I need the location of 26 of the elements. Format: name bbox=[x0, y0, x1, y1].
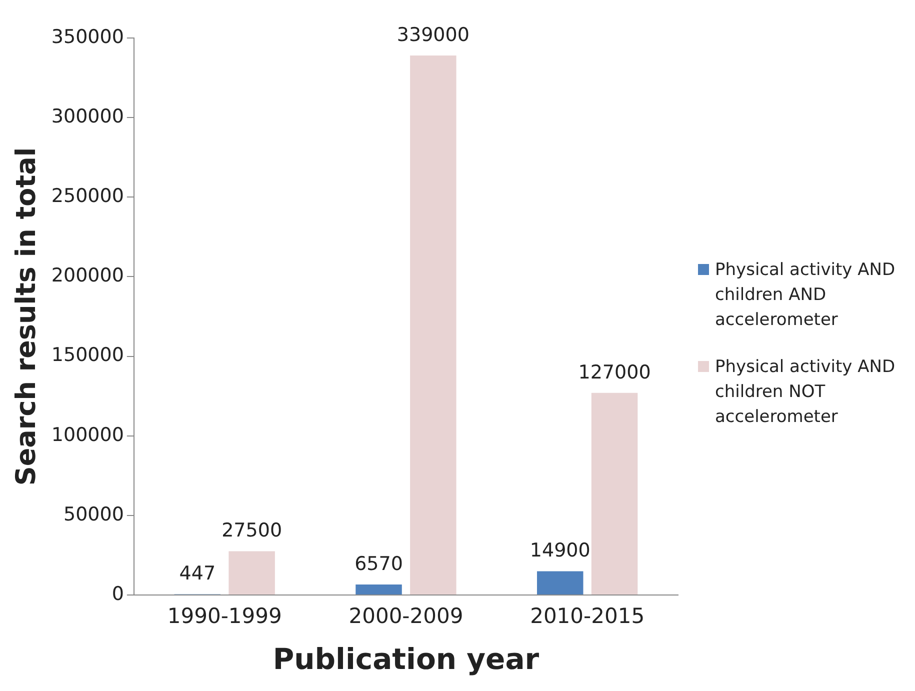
data-label: 14900 bbox=[530, 540, 590, 562]
legend-label: Physical activity AND children AND accelerometer bbox=[715, 259, 896, 332]
data-label: 447 bbox=[179, 562, 216, 585]
y-tick-label: 0 bbox=[112, 582, 124, 605]
y-tick-label: 250000 bbox=[51, 185, 124, 208]
data-label: 27500 bbox=[222, 520, 282, 542]
y-tick-label: 50000 bbox=[63, 503, 124, 526]
legend-label: Physical activity AND children NOT accelerometer bbox=[715, 356, 896, 429]
y-axis-title: Search results in total bbox=[11, 147, 42, 486]
x-tick-label: 2000-2009 bbox=[348, 604, 464, 628]
y-tick-label: 300000 bbox=[51, 106, 124, 128]
bar bbox=[410, 56, 456, 594]
y-tick-label: 350000 bbox=[51, 26, 124, 48]
data-label: 339000 bbox=[396, 24, 470, 46]
bar bbox=[356, 584, 402, 594]
data-label: 127000 bbox=[578, 361, 651, 384]
y-tick-label: 100000 bbox=[51, 424, 124, 446]
bar bbox=[536, 571, 584, 594]
bar bbox=[591, 392, 638, 594]
x-tick-label: 1990-1999 bbox=[167, 604, 282, 628]
x-axis-title: Publication year bbox=[272, 642, 540, 676]
data-label: 6570 bbox=[354, 552, 403, 575]
x-tick-label: 2010-2015 bbox=[530, 604, 645, 628]
y-tick-label: 200000 bbox=[51, 264, 124, 287]
y-tick-label: 150000 bbox=[51, 344, 124, 366]
bar bbox=[228, 551, 275, 594]
